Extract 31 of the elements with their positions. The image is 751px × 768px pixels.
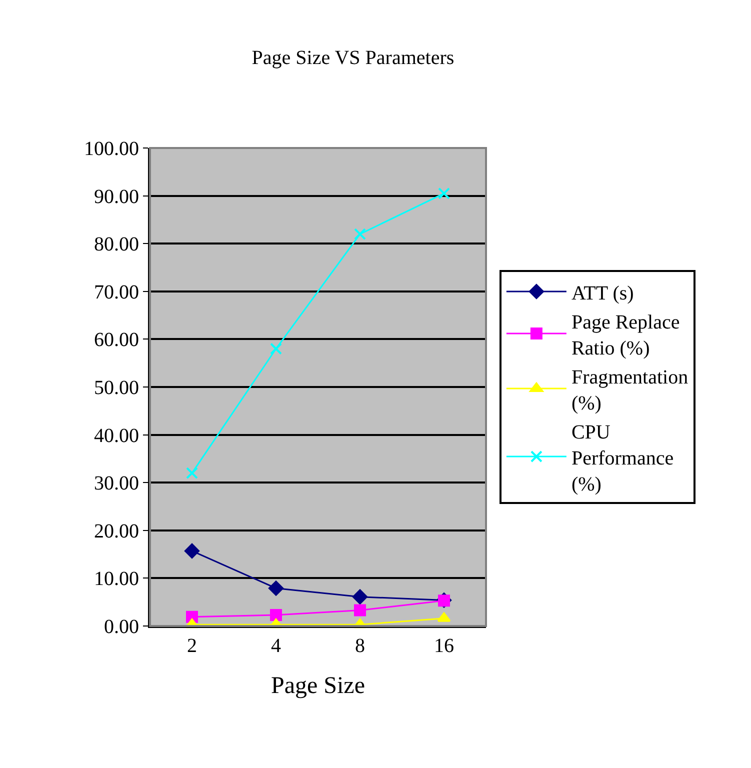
- point: [186, 467, 198, 480]
- point: [354, 228, 366, 240]
- y-tick-label: 30.00: [94, 472, 139, 495]
- point: [437, 612, 451, 622]
- x-tick-label: 2: [187, 635, 197, 657]
- legend-label: CPU Performance (%): [571, 421, 674, 496]
- y-tick-label: 70.00: [94, 281, 139, 304]
- y-tick-label: 40.00: [94, 424, 139, 447]
- point: [270, 342, 282, 355]
- y-tick-label: 50.00: [94, 377, 139, 399]
- chart-title: Page Size VS Parameters: [252, 46, 454, 69]
- x-axis-title: Page Size: [271, 672, 365, 699]
- point: [184, 543, 200, 558]
- legend-label: Fragmentation (%): [571, 366, 688, 414]
- y-tick-label: 60.00: [94, 329, 139, 352]
- x-tick-label: 8: [355, 635, 365, 657]
- legend-label: Page Replace Ratio (%): [571, 311, 680, 360]
- point: [352, 589, 368, 604]
- point: [438, 187, 450, 200]
- point: [354, 604, 366, 616]
- legend-label: ATT (s): [571, 282, 634, 304]
- y-tick-label: 100.00: [84, 138, 139, 160]
- y-tick-label: 90.00: [94, 186, 139, 208]
- y-tick-label: 0.00: [104, 616, 139, 638]
- point: [268, 580, 284, 596]
- y-tick-label: 80.00: [94, 234, 139, 256]
- y-tick-label: 20.00: [94, 520, 139, 542]
- y-tick-label: 10.00: [94, 568, 139, 590]
- point: [270, 609, 282, 622]
- x-tick-label: 16: [434, 635, 454, 657]
- x-tick-label: 4: [271, 635, 281, 657]
